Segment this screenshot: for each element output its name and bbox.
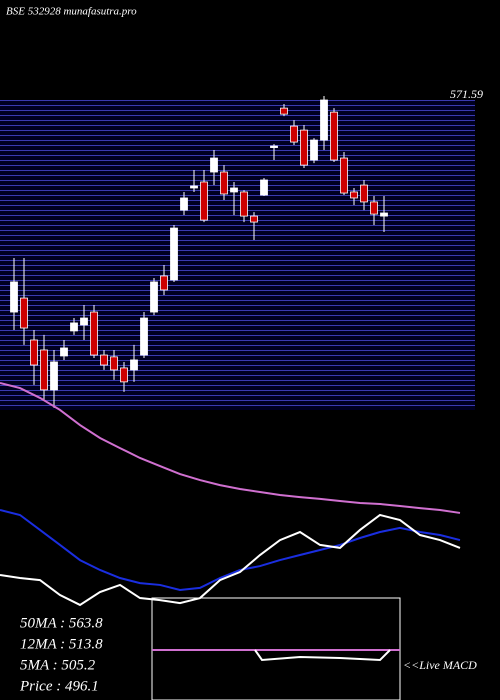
candle-body [210,157,218,173]
legend-price: Price : 496.1 [19,678,99,694]
candle-body [40,349,48,391]
candle-body [260,179,268,196]
macd-line [254,649,391,662]
candle-body [370,201,378,215]
candle-body [360,184,368,203]
candle-body [270,145,278,148]
candle-body [290,125,298,143]
candle-body [10,281,18,313]
candle-body [200,181,208,221]
candle-body [300,129,308,166]
ma-line [0,382,461,514]
candle-body [240,191,248,217]
candle-body [170,227,178,281]
candle-body [50,361,58,391]
candle-body [320,99,328,141]
candle-body [120,367,128,383]
candle-body [80,317,88,326]
candle-body [350,191,358,199]
candle-body [90,311,98,356]
candle-body [110,356,118,371]
candle-body [330,111,338,161]
candle-body [140,317,148,356]
candle-body [250,215,258,223]
legend-50ma: 50MA : 563.8 [20,615,103,631]
price-band [0,100,475,410]
candle-body [310,139,318,161]
candle-body [100,354,108,366]
top-price-label: 571.59 [450,87,483,101]
candle-body [150,281,158,313]
legend: 50MA : 563.8 12MA : 513.8 5MA : 505.2 Pr… [19,615,103,694]
candle-body [220,171,228,195]
candle-body [190,185,198,189]
candle-body [60,347,68,357]
legend-12ma: 12MA : 513.8 [20,636,103,652]
chart-title: BSE 532928 munafasutra.pro [6,6,137,18]
macd-label: <<Live MACD [403,658,477,672]
candle-body [180,197,188,211]
candle-body [130,359,138,371]
ma-line [0,513,461,607]
candle-body [380,212,388,217]
candle-body [340,157,348,194]
ma-line [0,508,461,592]
candle-body [280,107,288,115]
candle-body [160,275,168,291]
candle-body [70,322,78,332]
candle-body [20,297,28,329]
candle-body [230,187,238,193]
candle-body [30,339,38,366]
legend-5ma: 5MA : 505.2 [20,657,96,673]
